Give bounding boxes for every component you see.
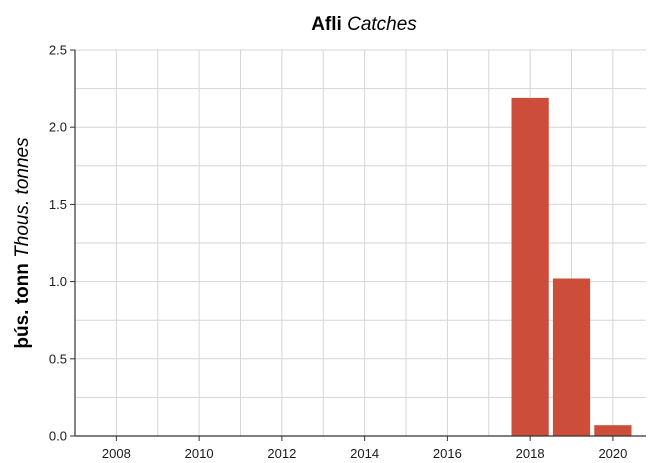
y-tick-label: 2.5 — [49, 43, 67, 58]
bar-2019 — [552, 278, 591, 436]
x-tick-label: 2012 — [267, 446, 296, 461]
bar-2020 — [594, 425, 632, 436]
chart-title-sub: Catches — [347, 14, 417, 35]
y-axis-label-sub: Thous. tonnes — [12, 137, 33, 258]
y-tick-label: 1.5 — [49, 197, 67, 212]
x-tick-label: 2008 — [102, 446, 131, 461]
y-tick-label: 2.0 — [49, 120, 67, 135]
x-tick-label: 2016 — [433, 446, 462, 461]
x-tick-label: 2020 — [598, 446, 627, 461]
ticks: 0.0 0.5 1.0 1.5 2.0 2.5 2008 2010 2012 2014 2016 20… — [49, 43, 627, 462]
chart-title: Afli Catches — [311, 14, 417, 35]
x-tick-label: 2014 — [350, 446, 379, 461]
y-tick-label: 1.0 — [49, 274, 67, 289]
y-tick-label: 0.0 — [49, 429, 67, 444]
y-tick-label: 0.5 — [49, 351, 67, 366]
y-axis-label-main: þús. tonn — [12, 263, 33, 348]
chart-title-main: Afli — [311, 14, 342, 35]
bar-2018 — [511, 97, 549, 436]
x-tick-label: 2010 — [185, 446, 214, 461]
y-axis-label: þús. tonn Thous. tonnes — [12, 137, 33, 349]
x-tick-label: 2018 — [516, 446, 545, 461]
axes — [74, 50, 646, 437]
bars — [511, 97, 632, 436]
